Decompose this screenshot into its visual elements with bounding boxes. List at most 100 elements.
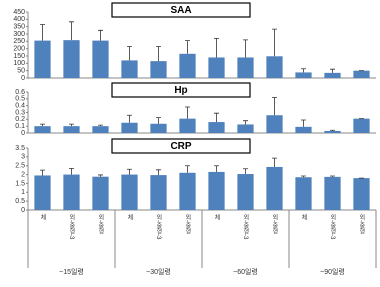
chart-title: SAA <box>170 5 191 16</box>
y-tick-label: 450 <box>13 9 25 16</box>
bar <box>34 40 51 78</box>
y-tick-label: 0 <box>21 130 25 137</box>
bar <box>121 60 138 78</box>
y-tick-label: 350 <box>13 24 25 31</box>
error-bar <box>214 112 219 123</box>
bar <box>150 123 167 133</box>
bar <box>34 175 51 210</box>
bar <box>324 176 341 210</box>
x-tick-label: 외-중형 <box>358 214 365 234</box>
y-tick-label: 50 <box>17 68 25 75</box>
bar <box>295 126 312 133</box>
error-bar <box>301 68 306 73</box>
title-box <box>111 138 251 154</box>
error-bar <box>98 174 103 177</box>
error-bar <box>156 46 161 62</box>
bar <box>150 175 167 210</box>
y-tick-label: 0.1 <box>15 123 25 130</box>
bar <box>179 172 196 210</box>
bar <box>266 166 283 210</box>
bar <box>34 126 51 133</box>
bar <box>237 174 254 210</box>
title-box <box>111 82 251 98</box>
x-tick-label: 체 <box>39 213 46 221</box>
error-bar <box>301 119 306 127</box>
error-bar <box>330 68 335 73</box>
x-tick-label: 외-중형 <box>271 214 278 234</box>
bar <box>92 176 109 210</box>
chart-title: Hp <box>174 85 187 96</box>
error-bar <box>69 167 74 175</box>
bar <box>266 115 283 133</box>
bar <box>295 177 312 210</box>
y-tick-label: 200 <box>13 46 25 53</box>
bar <box>324 130 341 133</box>
group-label: ~15일령 <box>59 267 84 276</box>
x-tick-label: 외-중형-3 <box>242 214 249 240</box>
y-tick-label: 400 <box>13 16 25 23</box>
y-tick-label: 0 <box>21 207 25 214</box>
error-bar <box>69 21 74 41</box>
error-bar <box>272 97 277 116</box>
y-tick-label: 150 <box>13 53 25 60</box>
y-tick-label: 1 <box>21 189 25 196</box>
bar <box>295 72 312 78</box>
group-label: ~60일령 <box>233 267 258 276</box>
error-bar <box>40 24 45 41</box>
bar <box>353 70 370 78</box>
error-bar <box>156 169 161 176</box>
y-tick-label: 3.5 <box>15 145 25 152</box>
bar <box>92 126 109 133</box>
x-tick-label: 외-중형 <box>184 214 191 234</box>
bar <box>208 57 225 78</box>
y-tick-label: 0 <box>21 75 25 82</box>
y-tick-label: 2.5 <box>15 163 25 170</box>
x-tick-label: 외-중형-3 <box>329 214 336 240</box>
title-box <box>111 2 251 18</box>
bar <box>353 118 370 133</box>
error-bar <box>330 175 335 177</box>
y-tick-label: 300 <box>13 31 25 38</box>
bar <box>63 126 80 133</box>
group-label: ~90일령 <box>320 267 345 276</box>
y-tick-label: 0.4 <box>15 103 25 110</box>
error-bar <box>185 165 190 173</box>
error-bar <box>243 120 248 125</box>
error-bar <box>243 168 248 175</box>
x-tick-label: 외-중형-3 <box>68 214 75 240</box>
error-bar <box>40 123 45 127</box>
y-tick-label: 0.6 <box>15 89 25 96</box>
bar <box>179 118 196 133</box>
error-bar <box>185 40 190 54</box>
y-tick-label: 250 <box>13 38 25 45</box>
bar <box>266 56 283 78</box>
y-tick-label: 0.3 <box>15 109 25 116</box>
error-bar <box>243 39 248 58</box>
bar <box>150 61 167 78</box>
error-bar <box>330 129 335 131</box>
y-tick-label: 0.5 <box>15 198 25 205</box>
bar <box>237 57 254 78</box>
error-bar <box>127 114 132 123</box>
bar <box>353 178 370 210</box>
y-tick-label: 0.5 <box>15 96 25 103</box>
error-bar <box>40 169 45 176</box>
error-bar <box>301 175 306 178</box>
error-bar <box>127 46 132 61</box>
x-tick-label: 외-중형-3 <box>155 214 162 240</box>
bar <box>179 53 196 78</box>
y-tick-label: 0.2 <box>15 116 25 123</box>
bar <box>237 124 254 133</box>
error-bar <box>214 38 219 58</box>
bar <box>63 174 80 210</box>
group-label: ~30일령 <box>146 267 171 276</box>
bar <box>121 174 138 210</box>
y-tick-label: 1.5 <box>15 180 25 187</box>
error-bar <box>156 117 161 124</box>
error-bar <box>272 28 277 57</box>
bar <box>208 171 225 210</box>
error-bar <box>127 168 132 175</box>
error-bar <box>98 124 103 127</box>
bar <box>208 122 225 133</box>
